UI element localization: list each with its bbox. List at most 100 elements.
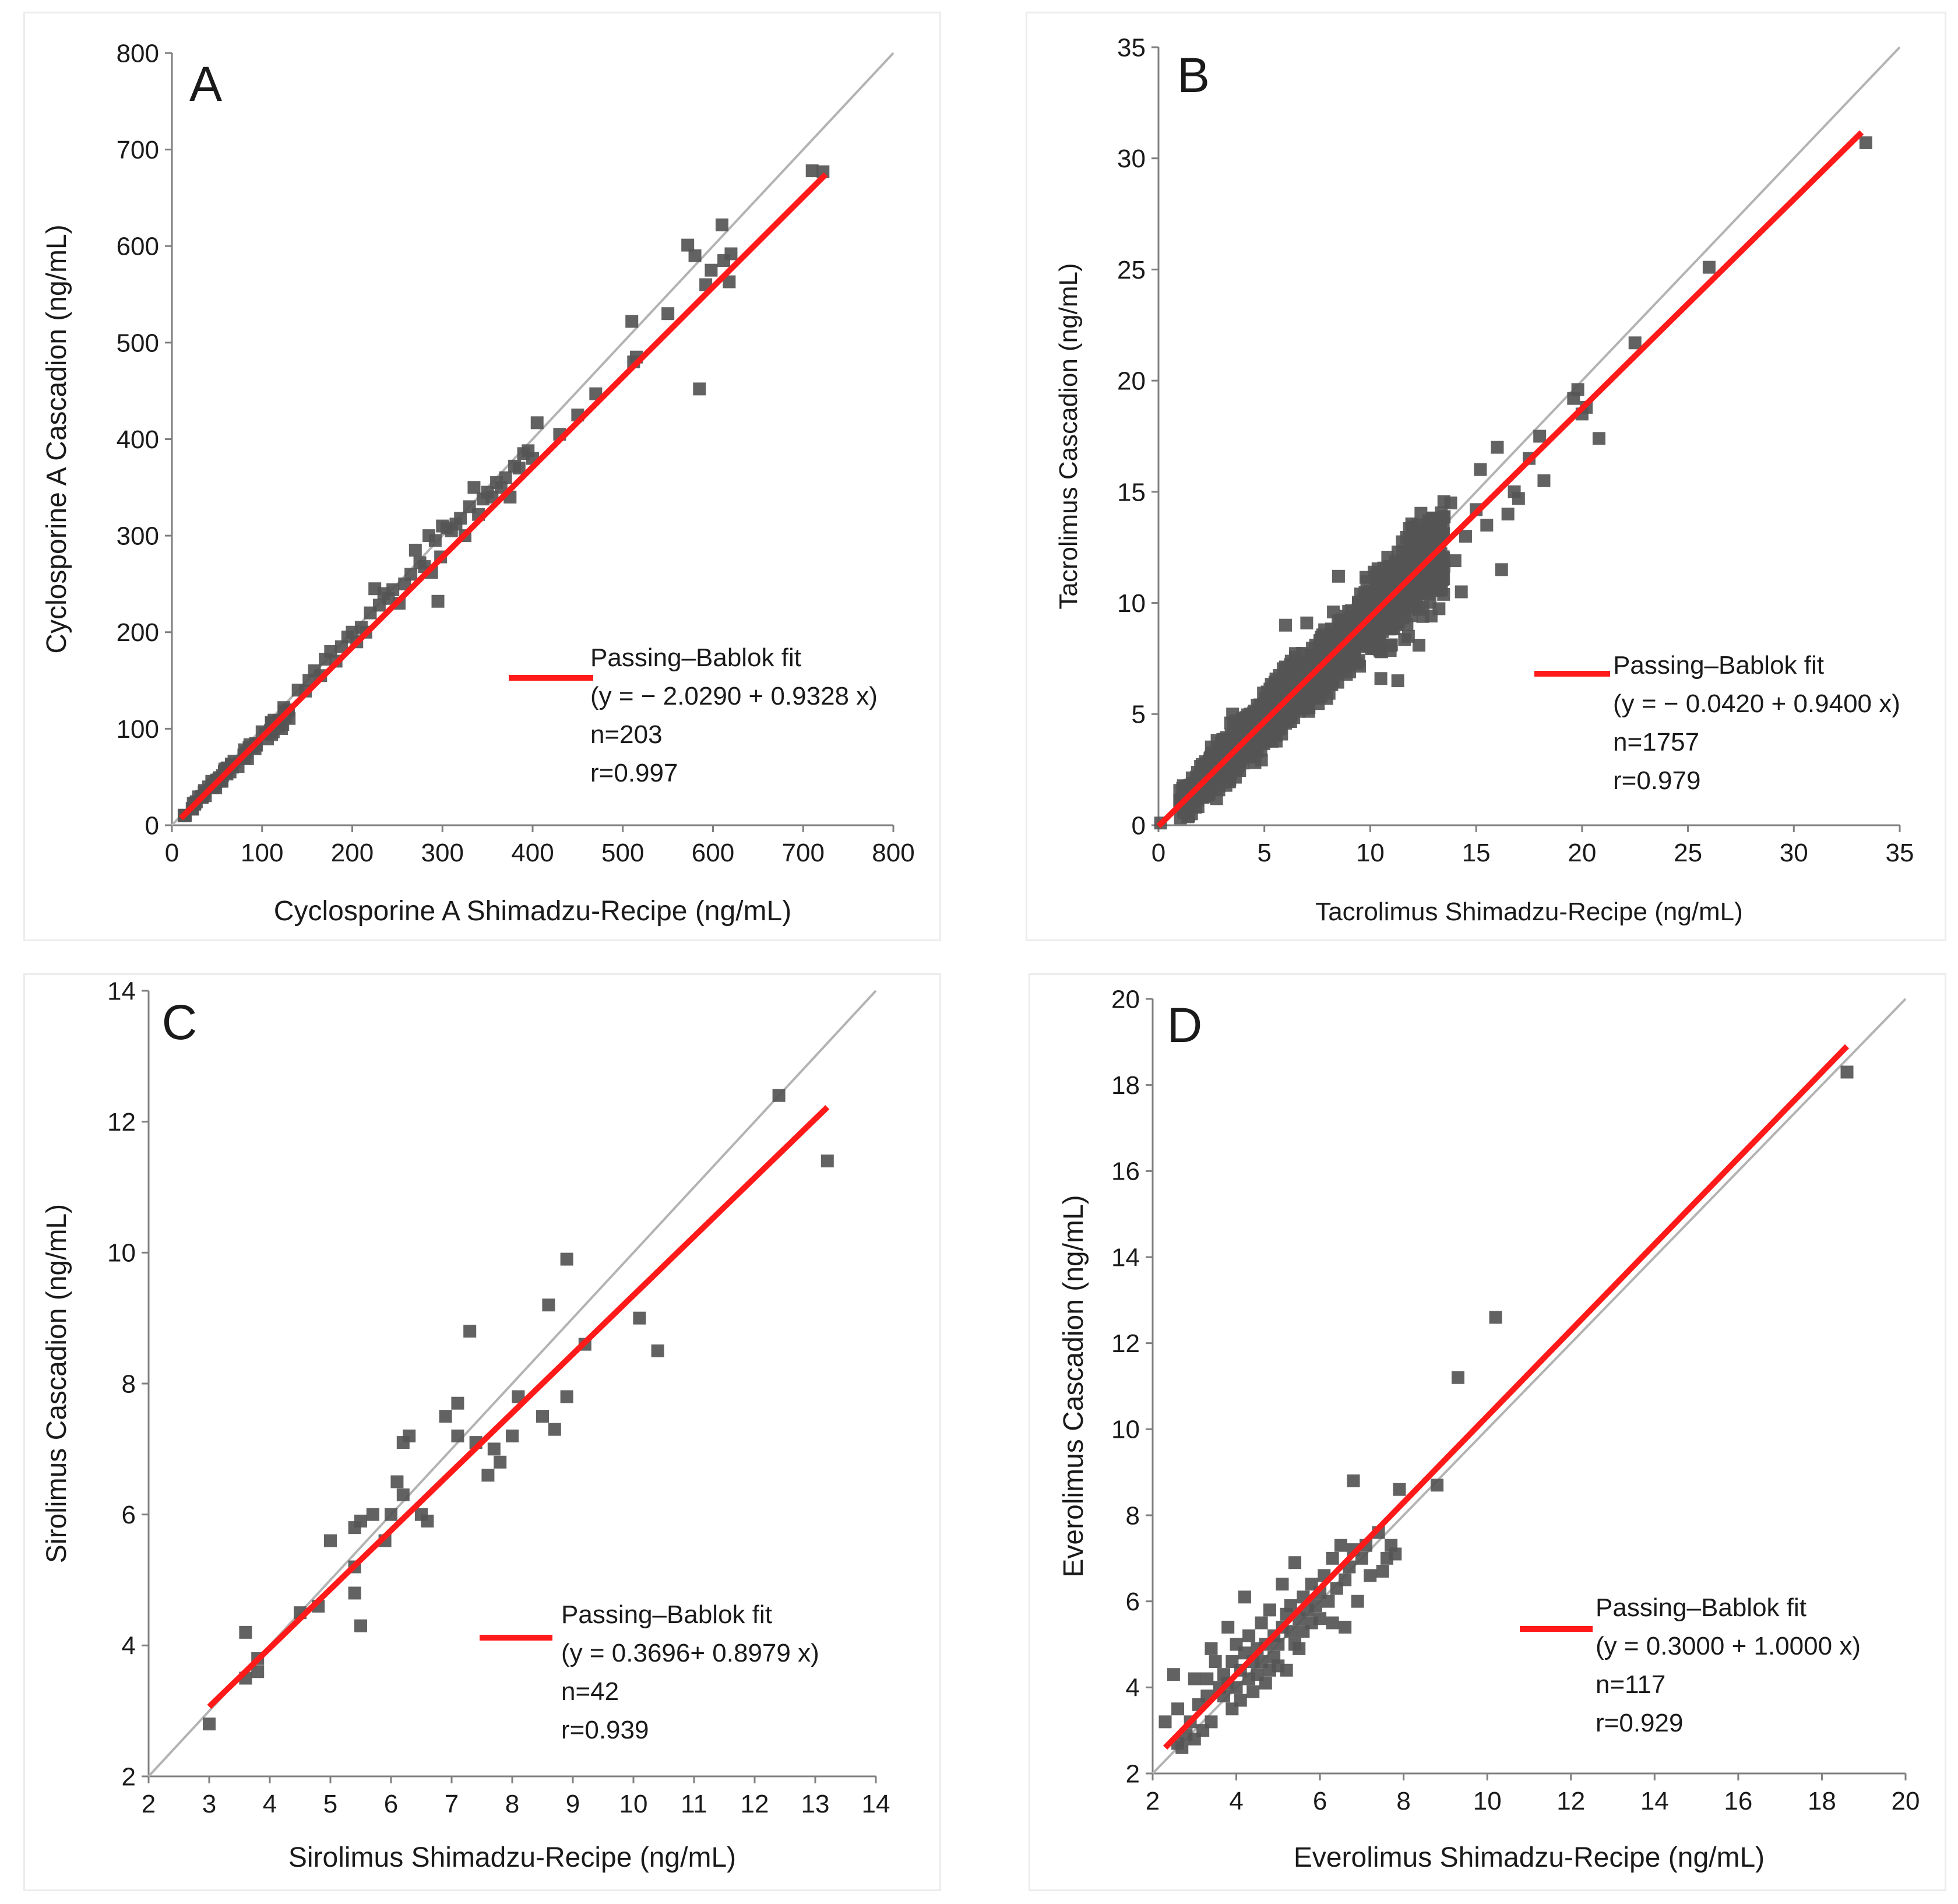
legend-label: Passing–Bablok fit <box>590 643 801 672</box>
data-point <box>1313 1612 1327 1625</box>
panel-letter: B <box>1177 48 1210 103</box>
data-point <box>1358 586 1372 599</box>
panel-letter: D <box>1167 998 1203 1053</box>
x-tick-label: 8 <box>1396 1787 1410 1815</box>
y-tick-label: 800 <box>117 39 159 68</box>
data-point <box>1376 1564 1389 1578</box>
data-point <box>366 1508 379 1521</box>
data-point <box>1279 618 1293 632</box>
data-point <box>542 1298 555 1312</box>
y-tick-label: 10 <box>1117 589 1146 618</box>
data-point <box>1353 638 1366 652</box>
y-tick-label: 15 <box>1117 478 1146 506</box>
x-tick-label: 5 <box>1257 839 1271 867</box>
data-point <box>1533 430 1547 443</box>
legend-r: r=0.997 <box>590 759 678 787</box>
data-point <box>1322 1595 1335 1608</box>
data-point <box>1455 585 1468 599</box>
data-point <box>1444 496 1457 509</box>
data-point <box>1233 719 1246 733</box>
fit-line <box>207 1105 830 1709</box>
panel-letter: A <box>189 57 222 111</box>
legend-r: r=0.929 <box>1596 1709 1683 1737</box>
data-point <box>1401 629 1415 643</box>
data-point <box>334 640 348 653</box>
data-point <box>1334 1539 1347 1552</box>
data-point <box>1451 1371 1464 1384</box>
data-point <box>1385 638 1398 652</box>
y-tick-label: 4 <box>122 1632 136 1660</box>
y-tick-label: 12 <box>107 1108 136 1136</box>
data-point <box>1246 1685 1260 1698</box>
legend-equation: (y = − 2.0290 + 0.9328 x) <box>590 682 878 710</box>
data-point <box>1297 660 1310 673</box>
x-tick-label: 20 <box>1892 1787 1920 1815</box>
data-point <box>481 1469 495 1482</box>
data-point <box>1284 1599 1297 1613</box>
fit-line <box>1163 1044 1850 1750</box>
x-tick-label: 12 <box>1556 1787 1585 1815</box>
legend-n: n=1757 <box>1613 728 1699 756</box>
chart-d-svg: 2 4 6 8 10 12 14 16 18 20 2 4 6 8 10 12 14 16 18 20 Everolim… <box>1058 985 1920 1873</box>
data-point <box>1359 571 1372 584</box>
data-point <box>487 1442 501 1456</box>
data-point <box>1389 1547 1402 1561</box>
y-tick-label: 6 <box>1126 1588 1140 1616</box>
data-point <box>1339 1620 1352 1634</box>
data-point <box>723 275 736 288</box>
data-point <box>1205 1642 1218 1655</box>
legend-label: Passing–Bablok fit <box>1596 1593 1806 1622</box>
identity-line <box>171 52 895 826</box>
data-point <box>625 315 639 328</box>
data-point <box>1280 1663 1293 1677</box>
data-point <box>1431 530 1445 543</box>
y-tick-label: 10 <box>107 1239 136 1268</box>
y-tick-label: 700 <box>117 136 159 164</box>
y-tick-label: 2 <box>1126 1759 1140 1788</box>
data-point <box>1352 654 1365 667</box>
data-point <box>1309 1599 1322 1613</box>
data-point <box>421 1514 434 1528</box>
x-axis-title: Tacrolimus Shimadzu-Recipe (ng/mL) <box>1315 898 1743 926</box>
data-point <box>1437 572 1450 585</box>
legend-r: r=0.939 <box>561 1716 649 1744</box>
data-point <box>494 481 508 494</box>
data-point <box>1393 1483 1406 1496</box>
x-axis-title: Cyclosporine A Shimadzu-Recipe (ng/mL) <box>274 896 791 927</box>
data-point <box>1394 604 1408 618</box>
data-point <box>651 1344 664 1357</box>
x-tick-label: 100 <box>241 839 283 867</box>
y-axis-title: Cyclosporine A Cascadion (ng/mL) <box>41 224 72 653</box>
data-point <box>1295 698 1309 712</box>
x-tick-label: 14 <box>1640 1787 1669 1815</box>
data-point <box>1339 1573 1352 1586</box>
data-point <box>1374 672 1387 685</box>
panel-d: 2 4 6 8 10 12 14 16 18 20 2 4 6 8 10 12 14 16 18 20 Everolim… <box>1029 973 1946 1891</box>
data-point <box>1413 639 1426 652</box>
data-point <box>1537 474 1551 487</box>
data-point <box>348 1586 361 1600</box>
x-tick-label: 25 <box>1674 839 1702 867</box>
data-point <box>1628 336 1642 350</box>
x-tick-label: 10 <box>619 1790 648 1818</box>
panel-c: 2 4 6 8 10 12 14 2 3 4 5 6 7 8 9 10 11 12 13 14 Sirolimus Sh… <box>23 973 941 1891</box>
x-tick-label: 600 <box>692 839 734 867</box>
data-point <box>1424 610 1438 623</box>
x-tick-label: 11 <box>681 1790 707 1818</box>
data-point <box>1242 1629 1256 1642</box>
legend-equation: (y = 0.3000 + 1.0000 x) <box>1596 1632 1861 1660</box>
data-point <box>548 1423 561 1436</box>
y-tick-label: 30 <box>1117 145 1146 173</box>
y-tick-label: 500 <box>117 329 159 357</box>
data-point <box>1404 554 1418 568</box>
legend-n: n=203 <box>590 720 663 749</box>
data-point <box>1423 574 1436 587</box>
x-tick-label: 18 <box>1808 1787 1836 1815</box>
x-tick-label: 7 <box>445 1790 459 1818</box>
data-point <box>1335 614 1348 628</box>
data-point <box>1254 734 1267 747</box>
data-point <box>1431 1479 1444 1492</box>
data-point <box>1280 666 1294 680</box>
data-point <box>1351 1595 1364 1608</box>
data-point <box>1355 1551 1368 1565</box>
